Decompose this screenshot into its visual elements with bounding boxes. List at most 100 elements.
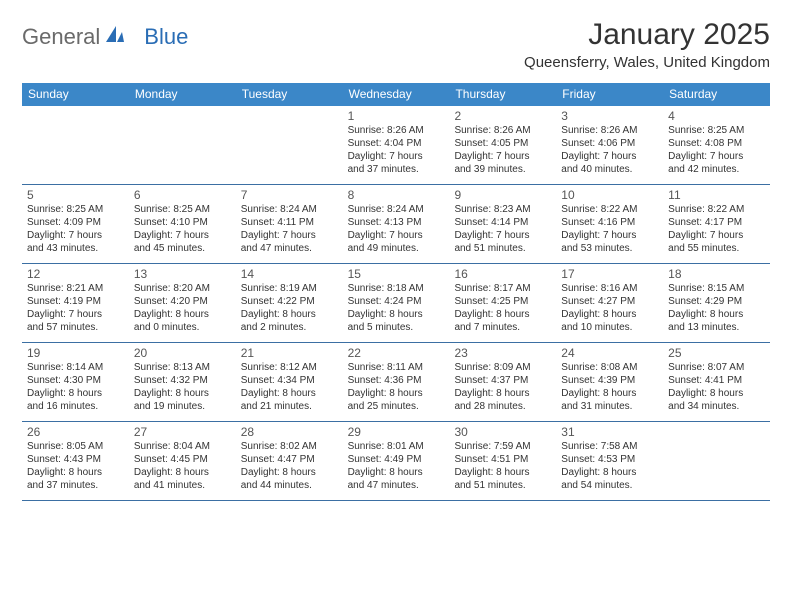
daylight-text-2: and 44 minutes. bbox=[241, 480, 338, 493]
week-row: 26Sunrise: 8:05 AMSunset: 4:43 PMDayligh… bbox=[22, 422, 770, 501]
sunrise-text: Sunrise: 8:05 AM bbox=[27, 441, 124, 454]
day-number: 3 bbox=[561, 109, 658, 124]
sunset-text: Sunset: 4:09 PM bbox=[27, 217, 124, 230]
day-number: 27 bbox=[134, 425, 231, 440]
sunrise-text: Sunrise: 8:25 AM bbox=[134, 204, 231, 217]
week-row: 12Sunrise: 8:21 AMSunset: 4:19 PMDayligh… bbox=[22, 264, 770, 343]
sunset-text: Sunset: 4:06 PM bbox=[561, 138, 658, 151]
sunset-text: Sunset: 4:37 PM bbox=[454, 375, 551, 388]
day-number: 19 bbox=[27, 346, 124, 361]
sunset-text: Sunset: 4:43 PM bbox=[27, 454, 124, 467]
sunset-text: Sunset: 4:08 PM bbox=[668, 138, 765, 151]
day-number: 12 bbox=[27, 267, 124, 282]
day-number: 9 bbox=[454, 188, 551, 203]
day-cell: 5Sunrise: 8:25 AMSunset: 4:09 PMDaylight… bbox=[22, 185, 129, 263]
daylight-text-1: Daylight: 8 hours bbox=[668, 309, 765, 322]
day-cell: 30Sunrise: 7:59 AMSunset: 4:51 PMDayligh… bbox=[449, 422, 556, 500]
daylight-text-1: Daylight: 7 hours bbox=[134, 230, 231, 243]
sunset-text: Sunset: 4:20 PM bbox=[134, 296, 231, 309]
sunset-text: Sunset: 4:25 PM bbox=[454, 296, 551, 309]
daylight-text-2: and 53 minutes. bbox=[561, 243, 658, 256]
daylight-text-1: Daylight: 8 hours bbox=[27, 467, 124, 480]
week-row: 19Sunrise: 8:14 AMSunset: 4:30 PM Dayligh… bbox=[22, 343, 770, 422]
daylight-text-1: Daylight: 7 hours bbox=[668, 151, 765, 164]
sunset-text: Sunset: 4:30 PM bbox=[27, 375, 124, 388]
day-cell: 6Sunrise: 8:25 AMSunset: 4:10 PMDaylight… bbox=[129, 185, 236, 263]
logo-text-general: General bbox=[22, 24, 100, 50]
day-cell: 26Sunrise: 8:05 AMSunset: 4:43 PMDayligh… bbox=[22, 422, 129, 500]
daylight-text-2: and 13 minutes. bbox=[668, 322, 765, 335]
day-number: 1 bbox=[348, 109, 445, 124]
sunrise-text: Sunrise: 8:22 AM bbox=[668, 204, 765, 217]
daylight-text-2: and 40 minutes. bbox=[561, 164, 658, 177]
daylight-text-2: and 37 minutes. bbox=[348, 164, 445, 177]
daylight-text-2: and 51 minutes. bbox=[454, 243, 551, 256]
day-header-row: SundayMondayTuesdayWednesdayThursdayFrid… bbox=[22, 83, 770, 106]
day-number: 31 bbox=[561, 425, 658, 440]
day-number: 4 bbox=[668, 109, 765, 124]
daylight-text-1: Daylight: 7 hours bbox=[348, 230, 445, 243]
sunrise-text: Sunrise: 8:07 AM bbox=[668, 362, 765, 375]
sunset-text: Sunset: 4:47 PM bbox=[241, 454, 338, 467]
daylight-text-2: and 51 minutes. bbox=[454, 480, 551, 493]
daylight-text-2: and 45 minutes. bbox=[134, 243, 231, 256]
day-cell: 8Sunrise: 8:24 AMSunset: 4:13 PMDaylight… bbox=[343, 185, 450, 263]
daylight-text-1: Daylight: 8 hours bbox=[134, 309, 231, 322]
daylight-text-2: and 7 minutes. bbox=[454, 322, 551, 335]
day-number: 15 bbox=[348, 267, 445, 282]
logo-sail-icon bbox=[104, 24, 126, 50]
title-block: January 2025 Queensferry, Wales, United … bbox=[524, 18, 770, 71]
sunset-text: Sunset: 4:14 PM bbox=[454, 217, 551, 230]
daylight-text-2: and 47 minutes. bbox=[241, 243, 338, 256]
day-number: 18 bbox=[668, 267, 765, 282]
daylight-text-1: Daylight: 7 hours bbox=[241, 230, 338, 243]
day-number: 26 bbox=[27, 425, 124, 440]
calendar-page: General Blue January 2025 Queensferry, W… bbox=[0, 0, 792, 511]
day-cell-empty bbox=[129, 106, 236, 184]
sunset-text: Sunset: 4:45 PM bbox=[134, 454, 231, 467]
daylight-text-1: Daylight: 8 hours bbox=[134, 388, 231, 401]
day-cell: 9Sunrise: 8:23 AMSunset: 4:14 PMDaylight… bbox=[449, 185, 556, 263]
day-number: 23 bbox=[454, 346, 551, 361]
logo: General Blue bbox=[22, 18, 188, 50]
day-cell: 23Sunrise: 8:09 AMSunset: 4:37 PMDayligh… bbox=[449, 343, 556, 421]
sunrise-text: Sunrise: 7:59 AM bbox=[454, 441, 551, 454]
day-number: 6 bbox=[134, 188, 231, 203]
day-header-thursday: Thursday bbox=[449, 83, 556, 106]
sunset-text: Sunset: 4:04 PM bbox=[348, 138, 445, 151]
day-header-monday: Monday bbox=[129, 83, 236, 106]
sunrise-text: Sunrise: 8:13 AM bbox=[134, 362, 231, 375]
daylight-text-1: Daylight: 7 hours bbox=[27, 230, 124, 243]
day-cell: 28Sunrise: 8:02 AMSunset: 4:47 PMDayligh… bbox=[236, 422, 343, 500]
sunset-text: Sunset: 4:27 PM bbox=[561, 296, 658, 309]
daylight-text-2: and 16 minutes. bbox=[27, 401, 124, 414]
daylight-text-1: Daylight: 7 hours bbox=[668, 230, 765, 243]
day-cell: 14Sunrise: 8:19 AMSunset: 4:22 PMDayligh… bbox=[236, 264, 343, 342]
sunset-text: Sunset: 4:11 PM bbox=[241, 217, 338, 230]
day-number: 7 bbox=[241, 188, 338, 203]
day-header-tuesday: Tuesday bbox=[236, 83, 343, 106]
sunset-text: Sunset: 4:19 PM bbox=[27, 296, 124, 309]
daylight-text-1: Daylight: 7 hours bbox=[454, 151, 551, 164]
day-header-sunday: Sunday bbox=[22, 83, 129, 106]
daylight-text-2: and 55 minutes. bbox=[668, 243, 765, 256]
sunset-text: Sunset: 4:10 PM bbox=[134, 217, 231, 230]
sunrise-text: Sunrise: 8:12 AM bbox=[241, 362, 338, 375]
sunset-text: Sunset: 4:22 PM bbox=[241, 296, 338, 309]
day-cell: 19Sunrise: 8:14 AMSunset: 4:30 PMDayligh… bbox=[22, 343, 129, 421]
daylight-text-2: and 37 minutes. bbox=[27, 480, 124, 493]
sunrise-text: Sunrise: 8:01 AM bbox=[348, 441, 445, 454]
daylight-text-1: Daylight: 8 hours bbox=[668, 388, 765, 401]
day-cell: 7Sunrise: 8:24 AMSunset: 4:11 PMDaylight… bbox=[236, 185, 343, 263]
daylight-text-2: and 2 minutes. bbox=[241, 322, 338, 335]
daylight-text-2: and 41 minutes. bbox=[134, 480, 231, 493]
daylight-text-2: and 54 minutes. bbox=[561, 480, 658, 493]
sunrise-text: Sunrise: 8:23 AM bbox=[454, 204, 551, 217]
sunrise-text: Sunrise: 8:20 AM bbox=[134, 283, 231, 296]
sunrise-text: Sunrise: 8:14 AM bbox=[27, 362, 124, 375]
daylight-text-2: and 34 minutes. bbox=[668, 401, 765, 414]
day-cell: 4Sunrise: 8:25 AMSunset: 4:08 PMDaylight… bbox=[663, 106, 770, 184]
daylight-text-1: Daylight: 8 hours bbox=[454, 309, 551, 322]
day-cell-empty bbox=[236, 106, 343, 184]
day-number: 5 bbox=[27, 188, 124, 203]
